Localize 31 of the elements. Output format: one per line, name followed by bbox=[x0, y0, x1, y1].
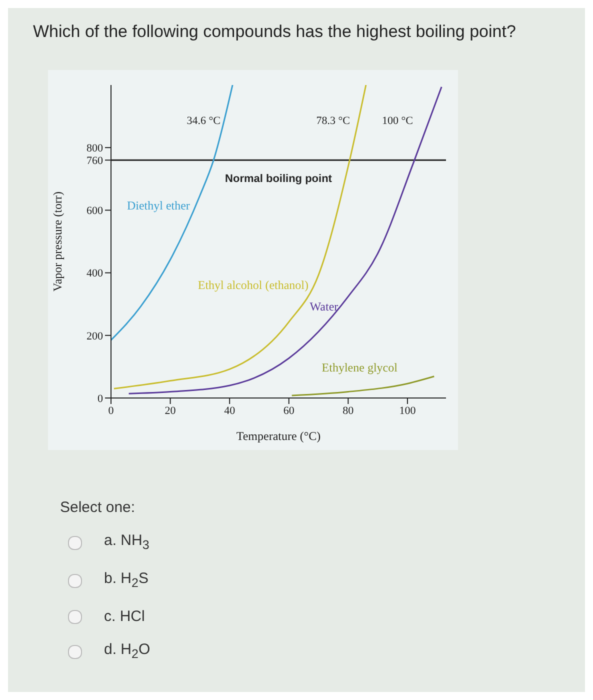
x-tick-label: 20 bbox=[164, 404, 176, 417]
y-tick-label: 0 bbox=[98, 392, 104, 405]
chart-title: Which of the following compounds has the highest boiling point? bbox=[33, 22, 516, 42]
x-axis-title: Temperature (°C) bbox=[236, 429, 321, 443]
text: Select one: bbox=[60, 498, 136, 518]
y-tick-label: 760 bbox=[86, 155, 104, 168]
text: c. HCl bbox=[104, 607, 145, 627]
line-series bbox=[128, 86, 442, 394]
ref-line-label: Normal boiling point bbox=[225, 173, 332, 186]
y-tick-label: 400 bbox=[86, 268, 104, 280]
y-axis-title: Vapor pressure (torr) bbox=[50, 192, 64, 292]
series-label: Ethylene glycol bbox=[322, 360, 398, 375]
line-series bbox=[291, 376, 435, 396]
y-tick-label: 200 bbox=[86, 330, 104, 342]
x-tick-label: 40 bbox=[224, 404, 236, 417]
series-label: Diethyl ether bbox=[126, 198, 190, 212]
annotation: 100 °C bbox=[382, 115, 413, 128]
series-label: Ethyl alcohol (ethanol) bbox=[198, 278, 309, 292]
series-label: Water bbox=[310, 300, 338, 314]
line-series bbox=[113, 85, 367, 390]
y-tick-label: 800 bbox=[86, 142, 104, 155]
y-tick-label: 600 bbox=[86, 205, 104, 218]
text: d. H$_{2}$O bbox=[104, 640, 150, 663]
x-tick-label: 80 bbox=[342, 404, 354, 417]
text: a. NH$_{3}$ bbox=[104, 531, 150, 554]
x-tick-label: 0 bbox=[108, 404, 114, 417]
x-tick-label: 60 bbox=[283, 404, 295, 417]
text: b. H$_{2}$S bbox=[104, 569, 148, 592]
x-tick-label: 100 bbox=[399, 404, 416, 417]
annotation: 34.6 °C bbox=[186, 115, 220, 128]
annotation: 78.3 °C bbox=[316, 115, 350, 128]
